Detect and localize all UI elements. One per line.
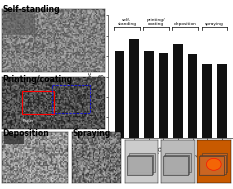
Bar (159, 53, 168, 138)
FancyBboxPatch shape (199, 156, 224, 175)
Text: deposition: deposition (174, 22, 197, 26)
Y-axis label: Practical capacity ratio (%): Practical capacity ratio (%) (88, 34, 93, 119)
Text: Deposition: Deposition (2, 129, 49, 139)
Bar (129, 39, 139, 138)
Bar (115, 51, 124, 138)
Bar (144, 51, 154, 138)
Text: printing/
coating: printing/ coating (147, 18, 165, 26)
Bar (52, 84, 90, 113)
Bar (217, 64, 226, 138)
Bar (188, 54, 197, 138)
FancyBboxPatch shape (127, 156, 152, 175)
Bar (202, 64, 212, 138)
Ellipse shape (206, 158, 221, 170)
FancyBboxPatch shape (165, 153, 191, 172)
FancyBboxPatch shape (200, 155, 226, 174)
Bar (3, 10, 35, 35)
Text: Printing/coating: Printing/coating (2, 75, 72, 84)
FancyBboxPatch shape (202, 153, 227, 172)
Text: Self-standing: Self-standing (2, 5, 60, 14)
Bar (173, 44, 183, 138)
Text: Spraying: Spraying (72, 129, 110, 139)
Bar (22, 91, 54, 114)
Text: Paper: Paper (23, 119, 34, 123)
Text: spraying: spraying (205, 22, 224, 26)
Bar (4, 134, 24, 144)
FancyBboxPatch shape (164, 155, 189, 174)
FancyBboxPatch shape (128, 155, 153, 174)
Text: self-
standing: self- standing (117, 18, 137, 26)
FancyBboxPatch shape (129, 153, 155, 172)
FancyBboxPatch shape (163, 156, 188, 175)
